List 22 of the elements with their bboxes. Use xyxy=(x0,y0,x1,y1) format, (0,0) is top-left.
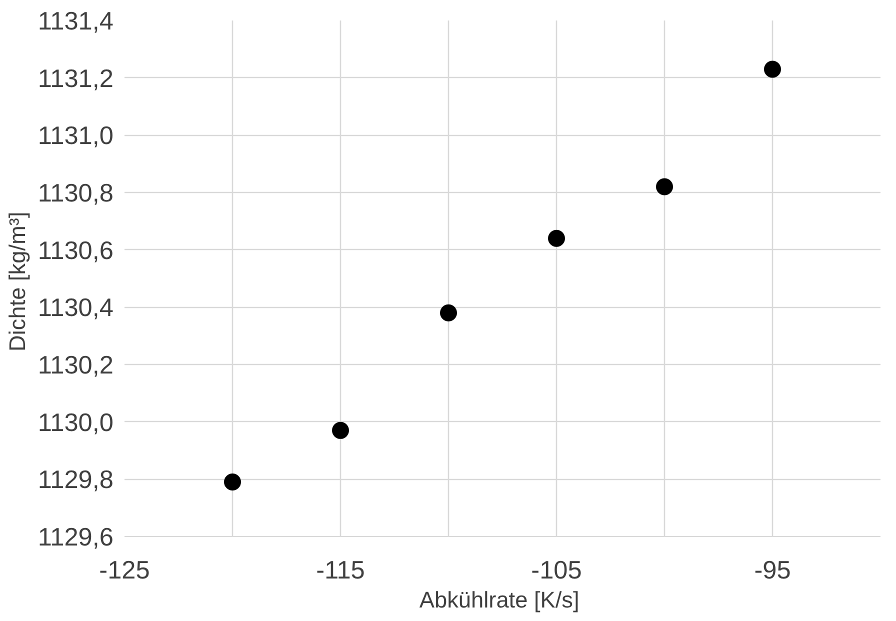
y-tick-label: 1130,6 xyxy=(38,236,114,265)
y-tick-label: 1130,4 xyxy=(38,294,114,322)
y-tick-label: 1129,6 xyxy=(38,524,114,552)
x-tick-label: -115 xyxy=(316,556,365,584)
point xyxy=(548,230,565,247)
x-tick-label: -105 xyxy=(531,556,582,584)
x-tick-label: -125 xyxy=(99,556,150,584)
y-tick-label: 1129,8 xyxy=(38,466,114,494)
x-axis-title: Abkühlrate [K/s] xyxy=(419,586,580,612)
point xyxy=(440,304,457,322)
y-tick-label: 1130,2 xyxy=(38,352,114,380)
point xyxy=(764,60,781,78)
y-tick-label: 1131,0 xyxy=(38,122,114,150)
x-tick-label: -95 xyxy=(754,556,791,584)
y-tick-label: 1130,0 xyxy=(38,408,114,437)
point xyxy=(224,474,241,491)
y-axis-title: Dichte [kg/m³] xyxy=(4,212,30,352)
point xyxy=(656,178,673,196)
y-tick-label: 1130,8 xyxy=(38,180,114,208)
y-tick-label: 1131,4 xyxy=(38,8,114,36)
point xyxy=(332,422,349,439)
y-tick-label: 1131,2 xyxy=(38,64,114,93)
